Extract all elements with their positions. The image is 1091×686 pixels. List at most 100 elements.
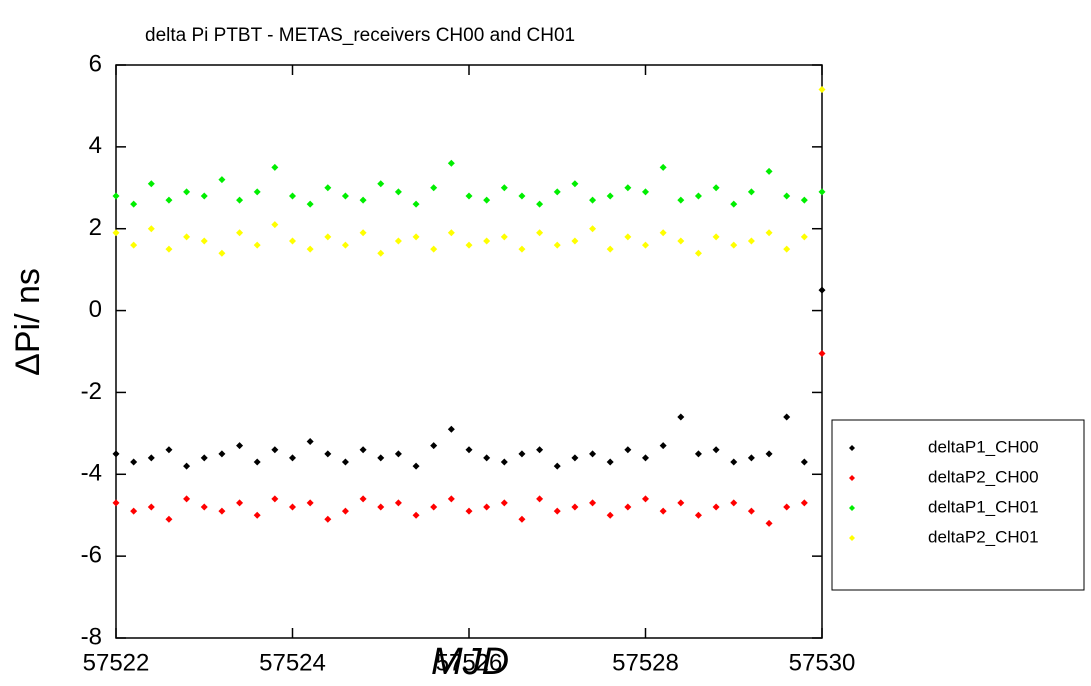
- point: [553, 462, 561, 470]
- y-tick-label: -6: [81, 541, 102, 568]
- point: [183, 495, 191, 503]
- point: [712, 446, 720, 454]
- point: [324, 184, 332, 192]
- point: [747, 454, 755, 462]
- point: [553, 507, 561, 515]
- point: [341, 458, 349, 466]
- point: [624, 446, 632, 454]
- point: [218, 507, 226, 515]
- point: [112, 450, 120, 458]
- point: [430, 442, 438, 450]
- point: [236, 442, 244, 450]
- point: [659, 229, 667, 237]
- point: [624, 233, 632, 241]
- point: [765, 229, 773, 237]
- y-tick-label: -2: [81, 378, 102, 405]
- point: [483, 237, 491, 245]
- point: [677, 413, 685, 421]
- point: [747, 507, 755, 515]
- point: [500, 499, 508, 507]
- x-tick-label: 57528: [612, 649, 679, 676]
- point: [712, 233, 720, 241]
- y-tick-label: 4: [89, 132, 102, 159]
- point: [589, 450, 597, 458]
- point: [642, 241, 649, 249]
- point: [289, 503, 296, 511]
- point: [536, 446, 544, 454]
- point: [730, 241, 738, 249]
- y-tick-label: 6: [89, 50, 102, 77]
- point: [147, 225, 155, 233]
- point: [253, 511, 261, 519]
- point: [430, 245, 438, 253]
- point: [218, 450, 226, 458]
- point: [412, 462, 420, 470]
- point: [412, 233, 420, 241]
- point: [289, 237, 296, 245]
- point: [712, 184, 720, 192]
- point: [518, 245, 526, 253]
- point: [730, 499, 738, 507]
- point: [642, 188, 649, 196]
- point: [359, 495, 367, 503]
- point: [236, 499, 244, 507]
- point: [642, 495, 649, 503]
- point: [324, 233, 332, 241]
- point: [394, 237, 402, 245]
- point: [359, 229, 367, 237]
- point: [465, 507, 473, 515]
- point: [236, 196, 244, 204]
- point: [200, 237, 208, 245]
- point: [659, 507, 667, 515]
- point: [677, 499, 685, 507]
- y-axis-label: ΔPi/ ns: [9, 268, 47, 376]
- y-tick-label: -4: [81, 460, 102, 487]
- point: [253, 458, 261, 466]
- point: [394, 188, 402, 196]
- point: [130, 507, 138, 515]
- y-tick-label: -8: [81, 623, 102, 650]
- point: [306, 200, 314, 208]
- point: [394, 499, 402, 507]
- legend-label: deltaP2_CH01: [928, 527, 1039, 546]
- x-tick-label: 57522: [83, 649, 150, 676]
- point: [800, 499, 808, 507]
- point: [800, 196, 808, 204]
- point: [483, 196, 491, 204]
- point: [677, 196, 685, 204]
- point: [694, 192, 702, 200]
- point: [447, 425, 455, 433]
- point: [165, 446, 173, 454]
- point: [271, 495, 279, 503]
- point: [324, 515, 332, 523]
- legend-marker: [849, 505, 855, 511]
- point: [818, 350, 826, 358]
- point: [130, 241, 138, 249]
- point: [536, 495, 544, 503]
- point: [377, 503, 385, 511]
- point: [677, 237, 685, 245]
- point: [589, 225, 597, 233]
- point: [412, 511, 420, 519]
- point: [518, 192, 526, 200]
- point: [359, 196, 367, 204]
- x-tick-label: 57524: [259, 649, 326, 676]
- point: [430, 503, 438, 511]
- x-tick-label: 57526: [436, 649, 503, 676]
- point: [606, 458, 614, 466]
- point: [500, 233, 508, 241]
- point: [730, 200, 738, 208]
- point: [341, 192, 349, 200]
- point: [183, 233, 191, 241]
- point: [130, 200, 138, 208]
- point: [112, 192, 120, 200]
- point: [394, 450, 402, 458]
- x-tick-label: 57530: [789, 649, 856, 676]
- point: [518, 515, 526, 523]
- point: [606, 245, 614, 253]
- point: [765, 167, 773, 175]
- point: [130, 458, 138, 466]
- point: [765, 450, 773, 458]
- point: [165, 196, 173, 204]
